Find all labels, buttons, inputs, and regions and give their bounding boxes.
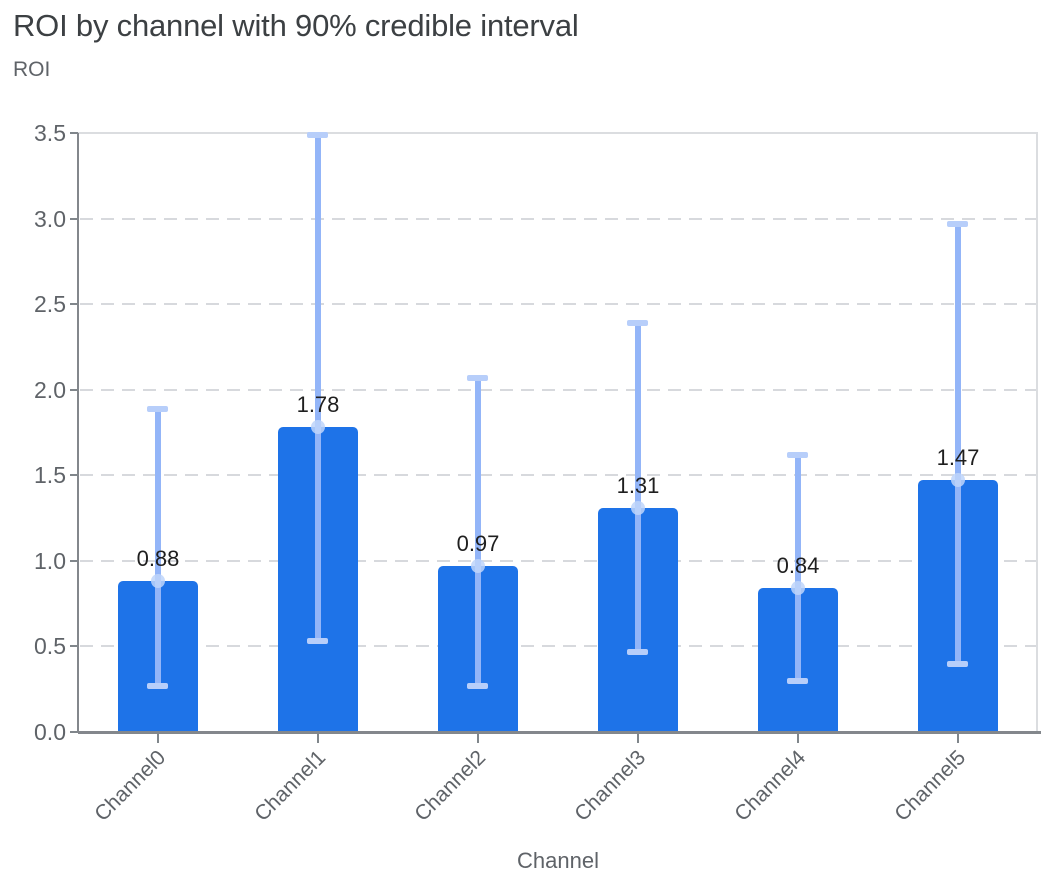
value-label: 0.88 bbox=[136, 546, 180, 572]
error-bar-cap-upper bbox=[467, 374, 488, 381]
error-bar-cap-upper bbox=[787, 451, 808, 458]
x-axis-title: Channel bbox=[517, 848, 599, 873]
x-tick-label: Channel1 bbox=[250, 746, 331, 826]
x-tick-label: Channel4 bbox=[730, 746, 811, 826]
y-tick bbox=[70, 731, 78, 733]
plot-border-right bbox=[1036, 132, 1038, 732]
error-bar-cap-lower bbox=[627, 648, 648, 655]
x-tick-label: Channel2 bbox=[410, 746, 491, 826]
error-bar-line bbox=[955, 223, 961, 664]
error-bar-line bbox=[635, 322, 641, 652]
gridline bbox=[80, 645, 1038, 648]
y-tick bbox=[70, 217, 78, 220]
error-bar-line bbox=[795, 454, 801, 681]
error-bar-cap-upper bbox=[307, 131, 328, 138]
error-bar-line bbox=[315, 134, 321, 642]
error-bar-cap-lower bbox=[467, 682, 488, 689]
error-bar-cap-upper bbox=[947, 220, 968, 227]
gridline bbox=[80, 303, 1038, 306]
y-tick bbox=[70, 645, 78, 648]
gridline bbox=[80, 388, 1038, 391]
x-tick bbox=[797, 734, 799, 743]
x-tick-label: Channel5 bbox=[890, 746, 971, 826]
error-bar-mean-dot bbox=[471, 558, 485, 573]
y-axis-line bbox=[77, 133, 79, 732]
y-tick-label: 2.0 bbox=[34, 376, 66, 403]
gridline bbox=[80, 217, 1038, 220]
error-bar-cap-upper bbox=[147, 405, 168, 412]
x-tick-label: Channel0 bbox=[90, 746, 171, 826]
error-bar-line bbox=[475, 377, 481, 686]
y-tick-label: 1.0 bbox=[34, 547, 66, 574]
value-label: 1.47 bbox=[936, 445, 980, 471]
error-bar-cap-lower bbox=[307, 638, 328, 645]
y-tick-label: 0.5 bbox=[34, 633, 66, 660]
error-bar-cap-lower bbox=[947, 660, 968, 667]
y-tick-label: 2.5 bbox=[34, 291, 66, 318]
x-tick bbox=[957, 734, 959, 743]
y-tick-label: 3.5 bbox=[34, 120, 66, 146]
y-tick-label: 0.0 bbox=[34, 719, 66, 745]
x-tick bbox=[477, 734, 479, 743]
x-tick bbox=[637, 734, 639, 743]
error-bar-mean-dot bbox=[151, 574, 165, 589]
x-tick-label: Channel3 bbox=[570, 746, 651, 826]
x-axis-line bbox=[78, 731, 1041, 734]
plot-border-top bbox=[78, 132, 1038, 134]
error-bar-mean-dot bbox=[951, 473, 965, 488]
error-bar-line bbox=[155, 408, 161, 686]
value-label: 0.84 bbox=[776, 553, 820, 579]
y-tick-label: 1.5 bbox=[34, 462, 66, 489]
error-bar-cap-lower bbox=[147, 682, 168, 689]
error-bar-cap-upper bbox=[627, 319, 648, 326]
value-label: 0.97 bbox=[456, 530, 500, 556]
y-tick-label: 3.0 bbox=[34, 205, 66, 232]
x-tick bbox=[317, 734, 319, 743]
error-bar-mean-dot bbox=[631, 500, 645, 515]
y-tick bbox=[70, 474, 78, 477]
x-tick bbox=[157, 734, 159, 743]
gridline bbox=[80, 474, 1038, 477]
error-bar-mean-dot bbox=[311, 420, 325, 435]
value-label: 1.78 bbox=[296, 392, 340, 418]
error-bar-cap-lower bbox=[787, 677, 808, 684]
y-tick bbox=[70, 388, 78, 391]
error-bar-mean-dot bbox=[791, 581, 805, 596]
gridline bbox=[80, 559, 1038, 562]
value-label: 1.31 bbox=[616, 472, 660, 498]
y-tick bbox=[70, 303, 78, 306]
chart-title: ROI by channel with 90% credible interva… bbox=[13, 8, 579, 43]
y-tick bbox=[70, 559, 78, 562]
y-tick bbox=[70, 132, 78, 134]
y-axis-title: ROI bbox=[13, 58, 51, 81]
